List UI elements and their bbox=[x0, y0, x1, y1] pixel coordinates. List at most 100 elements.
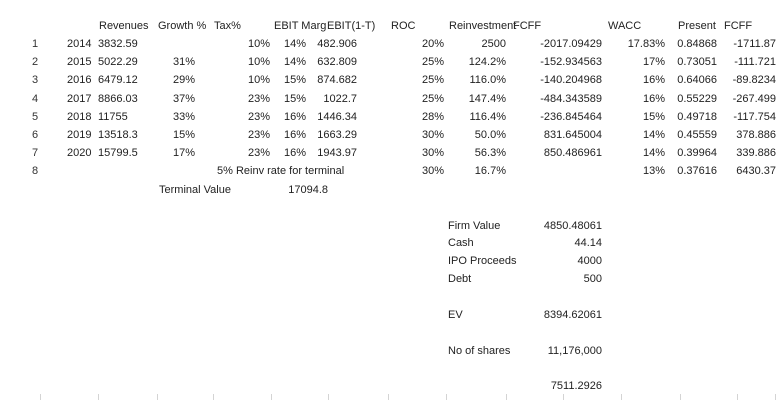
roc-cell[interactable]: 30% bbox=[421, 129, 444, 141]
header-tax[interactable]: Tax% bbox=[214, 20, 241, 32]
revenue-cell[interactable]: 13518.3 bbox=[98, 129, 138, 141]
summary-label-no-of-shares[interactable]: No of shares bbox=[448, 345, 511, 357]
fcff-cell[interactable]: 831.645004 bbox=[543, 129, 602, 141]
row-number[interactable]: 5 bbox=[32, 110, 39, 123]
ebit-1t-cell[interactable]: 1446.34 bbox=[317, 110, 357, 123]
header-ebit-margin[interactable]: EBIT Marg bbox=[274, 20, 327, 32]
present-fcff-cell[interactable]: 378.886 bbox=[736, 129, 776, 141]
revenue-cell[interactable]: 8866.03 bbox=[98, 92, 138, 105]
row-number[interactable]: 4 bbox=[32, 92, 39, 105]
row-number[interactable]: 7 bbox=[32, 147, 39, 160]
header-revenues[interactable]: Revenues bbox=[99, 20, 149, 32]
year-cell[interactable]: 2014 bbox=[67, 38, 92, 50]
fcff-cell[interactable] bbox=[508, 164, 602, 178]
summary-value-ev[interactable]: 8394.62061 bbox=[543, 309, 602, 321]
row-number[interactable]: 8 bbox=[32, 165, 39, 178]
ebit-margin-cell[interactable]: 16% bbox=[283, 110, 306, 123]
ebit-margin-cell[interactable]: 16% bbox=[283, 129, 306, 141]
fcff-cell[interactable]: 850.486961 bbox=[543, 147, 602, 160]
header-growth[interactable]: Growth % bbox=[158, 20, 207, 32]
present-value-cell[interactable]: 0.49718 bbox=[677, 110, 717, 123]
revenue-cell[interactable] bbox=[98, 164, 156, 178]
terminal-value[interactable]: 17094.8 bbox=[288, 184, 328, 196]
year-cell[interactable]: 2018 bbox=[67, 110, 92, 123]
terminal-value-label[interactable]: Terminal Value bbox=[159, 184, 231, 196]
wacc-cell[interactable]: 16% bbox=[642, 74, 665, 87]
header-fcff[interactable]: FCFF bbox=[513, 20, 542, 32]
ebit-margin-cell[interactable]: 14% bbox=[283, 38, 306, 50]
growth-cell[interactable]: 31% bbox=[172, 56, 195, 69]
present-fcff-cell[interactable]: -267.499 bbox=[732, 92, 776, 105]
ebit-margin-cell[interactable]: 15% bbox=[283, 92, 306, 105]
tax-cell[interactable]: 23% bbox=[247, 92, 270, 105]
wacc-cell[interactable]: 16% bbox=[642, 92, 665, 105]
present-fcff-cell[interactable]: -1711.87 bbox=[733, 38, 776, 50]
wacc-cell[interactable]: 17% bbox=[642, 56, 665, 69]
present-value-cell[interactable]: 0.84868 bbox=[677, 38, 717, 50]
tax-cell[interactable]: 23% bbox=[247, 110, 270, 123]
fcff-cell[interactable]: -236.845464 bbox=[540, 110, 602, 123]
present-fcff-cell[interactable]: 6430.37 bbox=[736, 165, 776, 178]
summary-label-debt[interactable]: Debt bbox=[448, 273, 472, 285]
growth-cell[interactable] bbox=[162, 164, 195, 178]
present-fcff-cell[interactable]: 339.886 bbox=[736, 147, 776, 160]
growth-cell[interactable]: 37% bbox=[172, 92, 195, 105]
tax-cell[interactable]: 10% bbox=[247, 38, 270, 50]
summary-value-per-share[interactable]: 7511.2926 bbox=[550, 380, 602, 392]
present-value-cell[interactable]: 0.55229 bbox=[677, 92, 717, 105]
ebit-1t-cell[interactable]: 874.682 bbox=[317, 74, 357, 87]
wacc-cell[interactable]: 15% bbox=[642, 110, 665, 123]
reinvestment-cell[interactable]: 116.0% bbox=[469, 74, 507, 87]
fcff-cell[interactable]: -2017.09429 bbox=[540, 38, 602, 50]
reinvestment-cell[interactable]: 56.3% bbox=[474, 147, 506, 160]
ebit-1t-cell[interactable]: 1663.29 bbox=[317, 129, 357, 141]
revenue-cell[interactable]: 3832.59 bbox=[98, 38, 138, 50]
wacc-cell[interactable]: 14% bbox=[642, 129, 665, 141]
fcff-cell[interactable]: -152.934563 bbox=[540, 56, 602, 69]
ebit-1t-cell[interactable]: 1943.97 bbox=[317, 147, 357, 160]
ebit-1t-cell[interactable]: 1022.7 bbox=[323, 92, 357, 105]
ebit-1t-cell[interactable]: 482.906 bbox=[317, 38, 357, 50]
row8-note[interactable]: 5% Reinv rate for terminal bbox=[217, 165, 345, 177]
year-cell[interactable]: 2019 bbox=[67, 129, 92, 141]
present-value-cell[interactable]: 0.37616 bbox=[677, 165, 717, 178]
summary-label-firm-value[interactable]: Firm Value bbox=[448, 220, 501, 232]
tax-cell[interactable]: 23% bbox=[247, 129, 270, 141]
present-fcff-cell[interactable]: -117.754 bbox=[733, 110, 776, 123]
summary-value-debt[interactable]: 500 bbox=[583, 273, 602, 285]
reinvestment-cell[interactable]: 116.4% bbox=[469, 110, 507, 123]
present-value-cell[interactable]: 0.45559 bbox=[677, 129, 717, 141]
growth-cell[interactable]: 29% bbox=[172, 74, 195, 87]
reinvestment-cell[interactable]: 147.4% bbox=[468, 92, 506, 105]
present-fcff-cell[interactable]: -111.721 bbox=[734, 56, 776, 69]
wacc-cell[interactable]: 13% bbox=[642, 165, 665, 178]
reinvestment-cell[interactable]: 2500 bbox=[481, 38, 506, 50]
year-cell[interactable]: 2015 bbox=[67, 56, 92, 69]
ebit-margin-cell[interactable]: 16% bbox=[283, 147, 306, 160]
header-roc[interactable]: ROC bbox=[391, 20, 416, 32]
ebit-margin-cell[interactable]: 15% bbox=[283, 74, 306, 87]
year-cell[interactable]: 2017 bbox=[67, 92, 92, 105]
wacc-cell[interactable]: 17.83% bbox=[627, 38, 665, 50]
header-wacc[interactable]: WACC bbox=[608, 20, 642, 32]
present-value-cell[interactable]: 0.64066 bbox=[677, 74, 717, 87]
reinvestment-cell[interactable]: 50.0% bbox=[474, 129, 506, 141]
header-fcff-present[interactable]: FCFF bbox=[724, 20, 753, 32]
tax-cell[interactable]: 10% bbox=[247, 56, 270, 69]
roc-cell[interactable]: 25% bbox=[421, 74, 444, 87]
revenue-cell[interactable]: 15799.5 bbox=[98, 147, 138, 160]
header-ebit-1t[interactable]: EBIT(1-T) bbox=[327, 20, 376, 32]
ebit-margin-cell[interactable]: 14% bbox=[283, 56, 306, 69]
growth-cell[interactable] bbox=[162, 37, 195, 51]
roc-cell[interactable]: 30% bbox=[421, 165, 444, 178]
present-value-cell[interactable]: 0.73051 bbox=[677, 56, 717, 69]
reinvestment-cell[interactable]: 16.7% bbox=[474, 165, 506, 178]
growth-cell[interactable]: 17% bbox=[172, 147, 195, 160]
roc-cell[interactable]: 20% bbox=[421, 38, 444, 50]
row-number[interactable]: 1 bbox=[32, 38, 39, 50]
row-number[interactable]: 3 bbox=[32, 74, 39, 87]
summary-value-no-of-shares[interactable]: 11,176,000 bbox=[547, 345, 602, 357]
summary-label-ipo-proceeds[interactable]: IPO Proceeds bbox=[448, 255, 517, 267]
roc-cell[interactable]: 28% bbox=[421, 110, 444, 123]
